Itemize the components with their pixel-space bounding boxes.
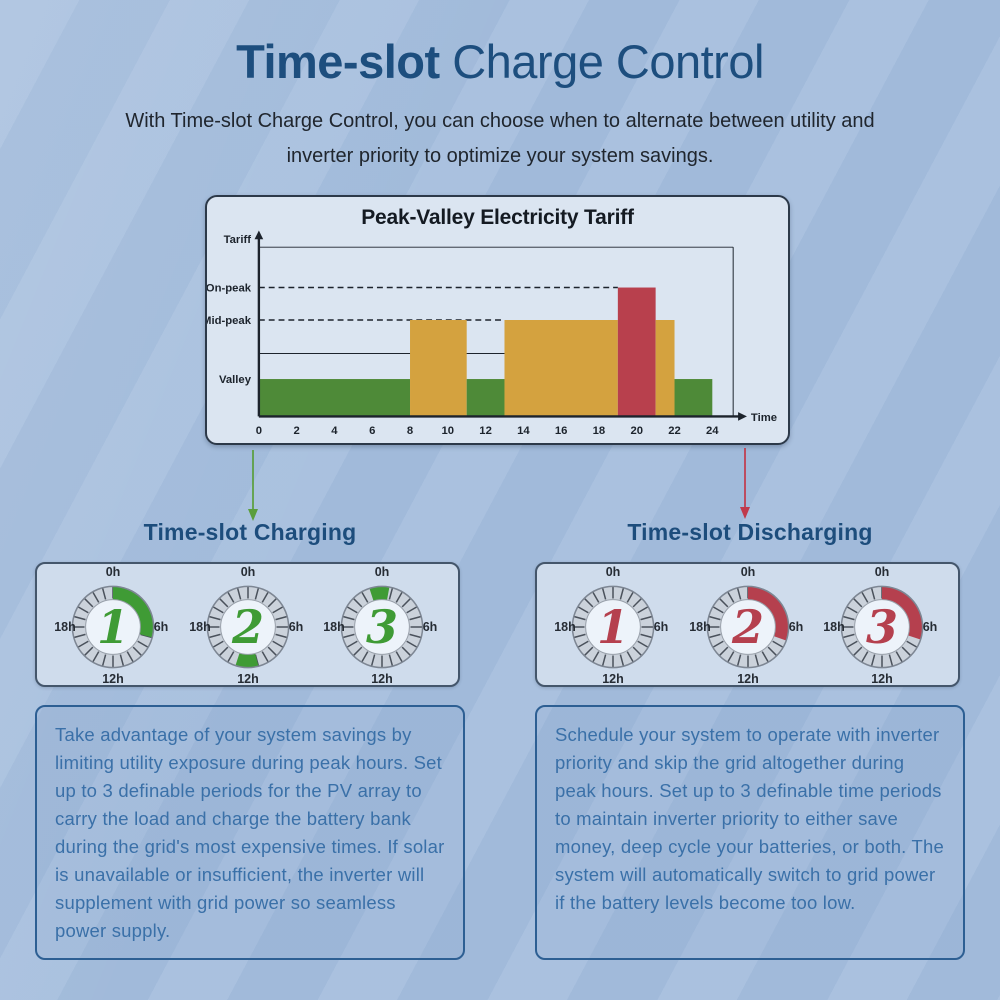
- charging-clock-2: 2 0h 6h 12h 18h: [185, 564, 311, 686]
- svg-text:12h: 12h: [602, 672, 624, 686]
- page-subtitle-line1: With Time-slot Charge Control, you can c…: [125, 110, 875, 132]
- svg-text:Time: Time: [751, 412, 777, 424]
- svg-text:6h: 6h: [288, 620, 303, 634]
- svg-text:6: 6: [369, 425, 375, 437]
- svg-text:12h: 12h: [102, 672, 124, 686]
- discharging-clock-3: 3 0h 6h 12h 18h: [819, 564, 945, 686]
- svg-text:18h: 18h: [689, 620, 711, 634]
- page-title: Time-slot Charge Control: [0, 34, 1000, 89]
- discharging-description-box: Schedule your system to operate with inv…: [535, 705, 965, 960]
- svg-text:18h: 18h: [554, 620, 576, 634]
- svg-text:12h: 12h: [237, 672, 259, 686]
- page-title-emphasis: Time-slot: [236, 35, 440, 88]
- svg-text:6h: 6h: [788, 620, 803, 634]
- svg-text:22: 22: [668, 425, 681, 437]
- svg-text:0h: 0h: [606, 565, 621, 579]
- svg-text:0: 0: [256, 425, 262, 437]
- svg-text:1: 1: [597, 600, 629, 654]
- discharging-arrow-icon: [740, 448, 750, 519]
- svg-text:1: 1: [97, 600, 129, 654]
- svg-text:2: 2: [294, 425, 300, 437]
- page-subtitle: With Time-slot Charge Control, you can c…: [0, 104, 1000, 174]
- discharging-clock-panel: 1 0h 6h 12h 18h 2 0h 6h 12h 18h 3 0h 6h 12h 18h: [535, 562, 960, 687]
- svg-text:12h: 12h: [371, 672, 393, 686]
- charging-clock-3: 3 0h 6h 12h 18h: [319, 564, 445, 686]
- svg-text:6h: 6h: [154, 620, 169, 634]
- svg-text:0h: 0h: [106, 565, 121, 579]
- tariff-chart: TimeTariff024681012141618202224On-peakMi…: [207, 197, 788, 443]
- svg-text:0h: 0h: [240, 565, 255, 579]
- svg-text:6h: 6h: [923, 620, 938, 634]
- svg-text:18: 18: [593, 425, 606, 437]
- charging-arrow-icon: [248, 450, 258, 521]
- svg-text:On-peak: On-peak: [207, 282, 252, 294]
- svg-text:10: 10: [442, 425, 455, 437]
- discharging-clock-1: 1 0h 6h 12h 18h: [550, 564, 676, 686]
- svg-text:0h: 0h: [875, 565, 890, 579]
- svg-text:2: 2: [230, 600, 263, 654]
- svg-text:18h: 18h: [323, 620, 345, 634]
- svg-text:18h: 18h: [54, 620, 76, 634]
- charging-description-box: Take advantage of your system savings by…: [35, 705, 465, 960]
- svg-text:8: 8: [407, 425, 413, 437]
- svg-text:12h: 12h: [871, 672, 893, 686]
- svg-text:6h: 6h: [654, 620, 669, 634]
- page-subtitle-line2: inverter priority to optimize your syste…: [286, 145, 714, 167]
- page-title-rest: Charge Control: [439, 35, 764, 88]
- discharging-clock-2: 2 0h 6h 12h 18h: [685, 564, 811, 686]
- discharging-heading: Time-slot Discharging: [627, 519, 873, 545]
- charging-clock-panel: 1 0h 6h 12h 18h 2 0h 6h 12h 18h 3 0h 6h 12h 18h: [35, 562, 460, 687]
- charging-description: Take advantage of your system savings by…: [55, 724, 445, 941]
- svg-text:20: 20: [630, 425, 643, 437]
- svg-text:18h: 18h: [189, 620, 211, 634]
- svg-text:0h: 0h: [740, 565, 755, 579]
- svg-text:12h: 12h: [737, 672, 759, 686]
- svg-text:6h: 6h: [423, 620, 438, 634]
- svg-text:3: 3: [866, 600, 898, 654]
- discharging-description: Schedule your system to operate with inv…: [555, 724, 945, 913]
- svg-text:0h: 0h: [375, 565, 390, 579]
- svg-text:4: 4: [331, 425, 338, 437]
- svg-text:Mid-peak: Mid-peak: [207, 315, 252, 327]
- svg-text:Valley: Valley: [219, 374, 252, 386]
- svg-text:18h: 18h: [823, 620, 845, 634]
- tariff-chart-card: Peak-Valley Electricity Tariff Time Tarif…: [205, 195, 790, 445]
- svg-text:14: 14: [517, 425, 530, 437]
- svg-text:16: 16: [555, 425, 568, 437]
- svg-text:12: 12: [479, 425, 492, 437]
- svg-text:24: 24: [706, 425, 719, 437]
- charging-heading: Time-slot Charging: [143, 519, 357, 545]
- charging-clock-1: 1 0h 6h 12h 18h: [50, 564, 176, 686]
- svg-text:3: 3: [366, 600, 398, 654]
- svg-text:Tariff: Tariff: [224, 234, 252, 246]
- chart-title: Peak-Valley Electricity Tariff: [361, 206, 634, 229]
- svg-text:2: 2: [730, 600, 763, 654]
